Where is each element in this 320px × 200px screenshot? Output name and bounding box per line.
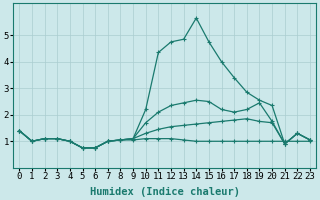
X-axis label: Humidex (Indice chaleur): Humidex (Indice chaleur) <box>90 186 240 197</box>
